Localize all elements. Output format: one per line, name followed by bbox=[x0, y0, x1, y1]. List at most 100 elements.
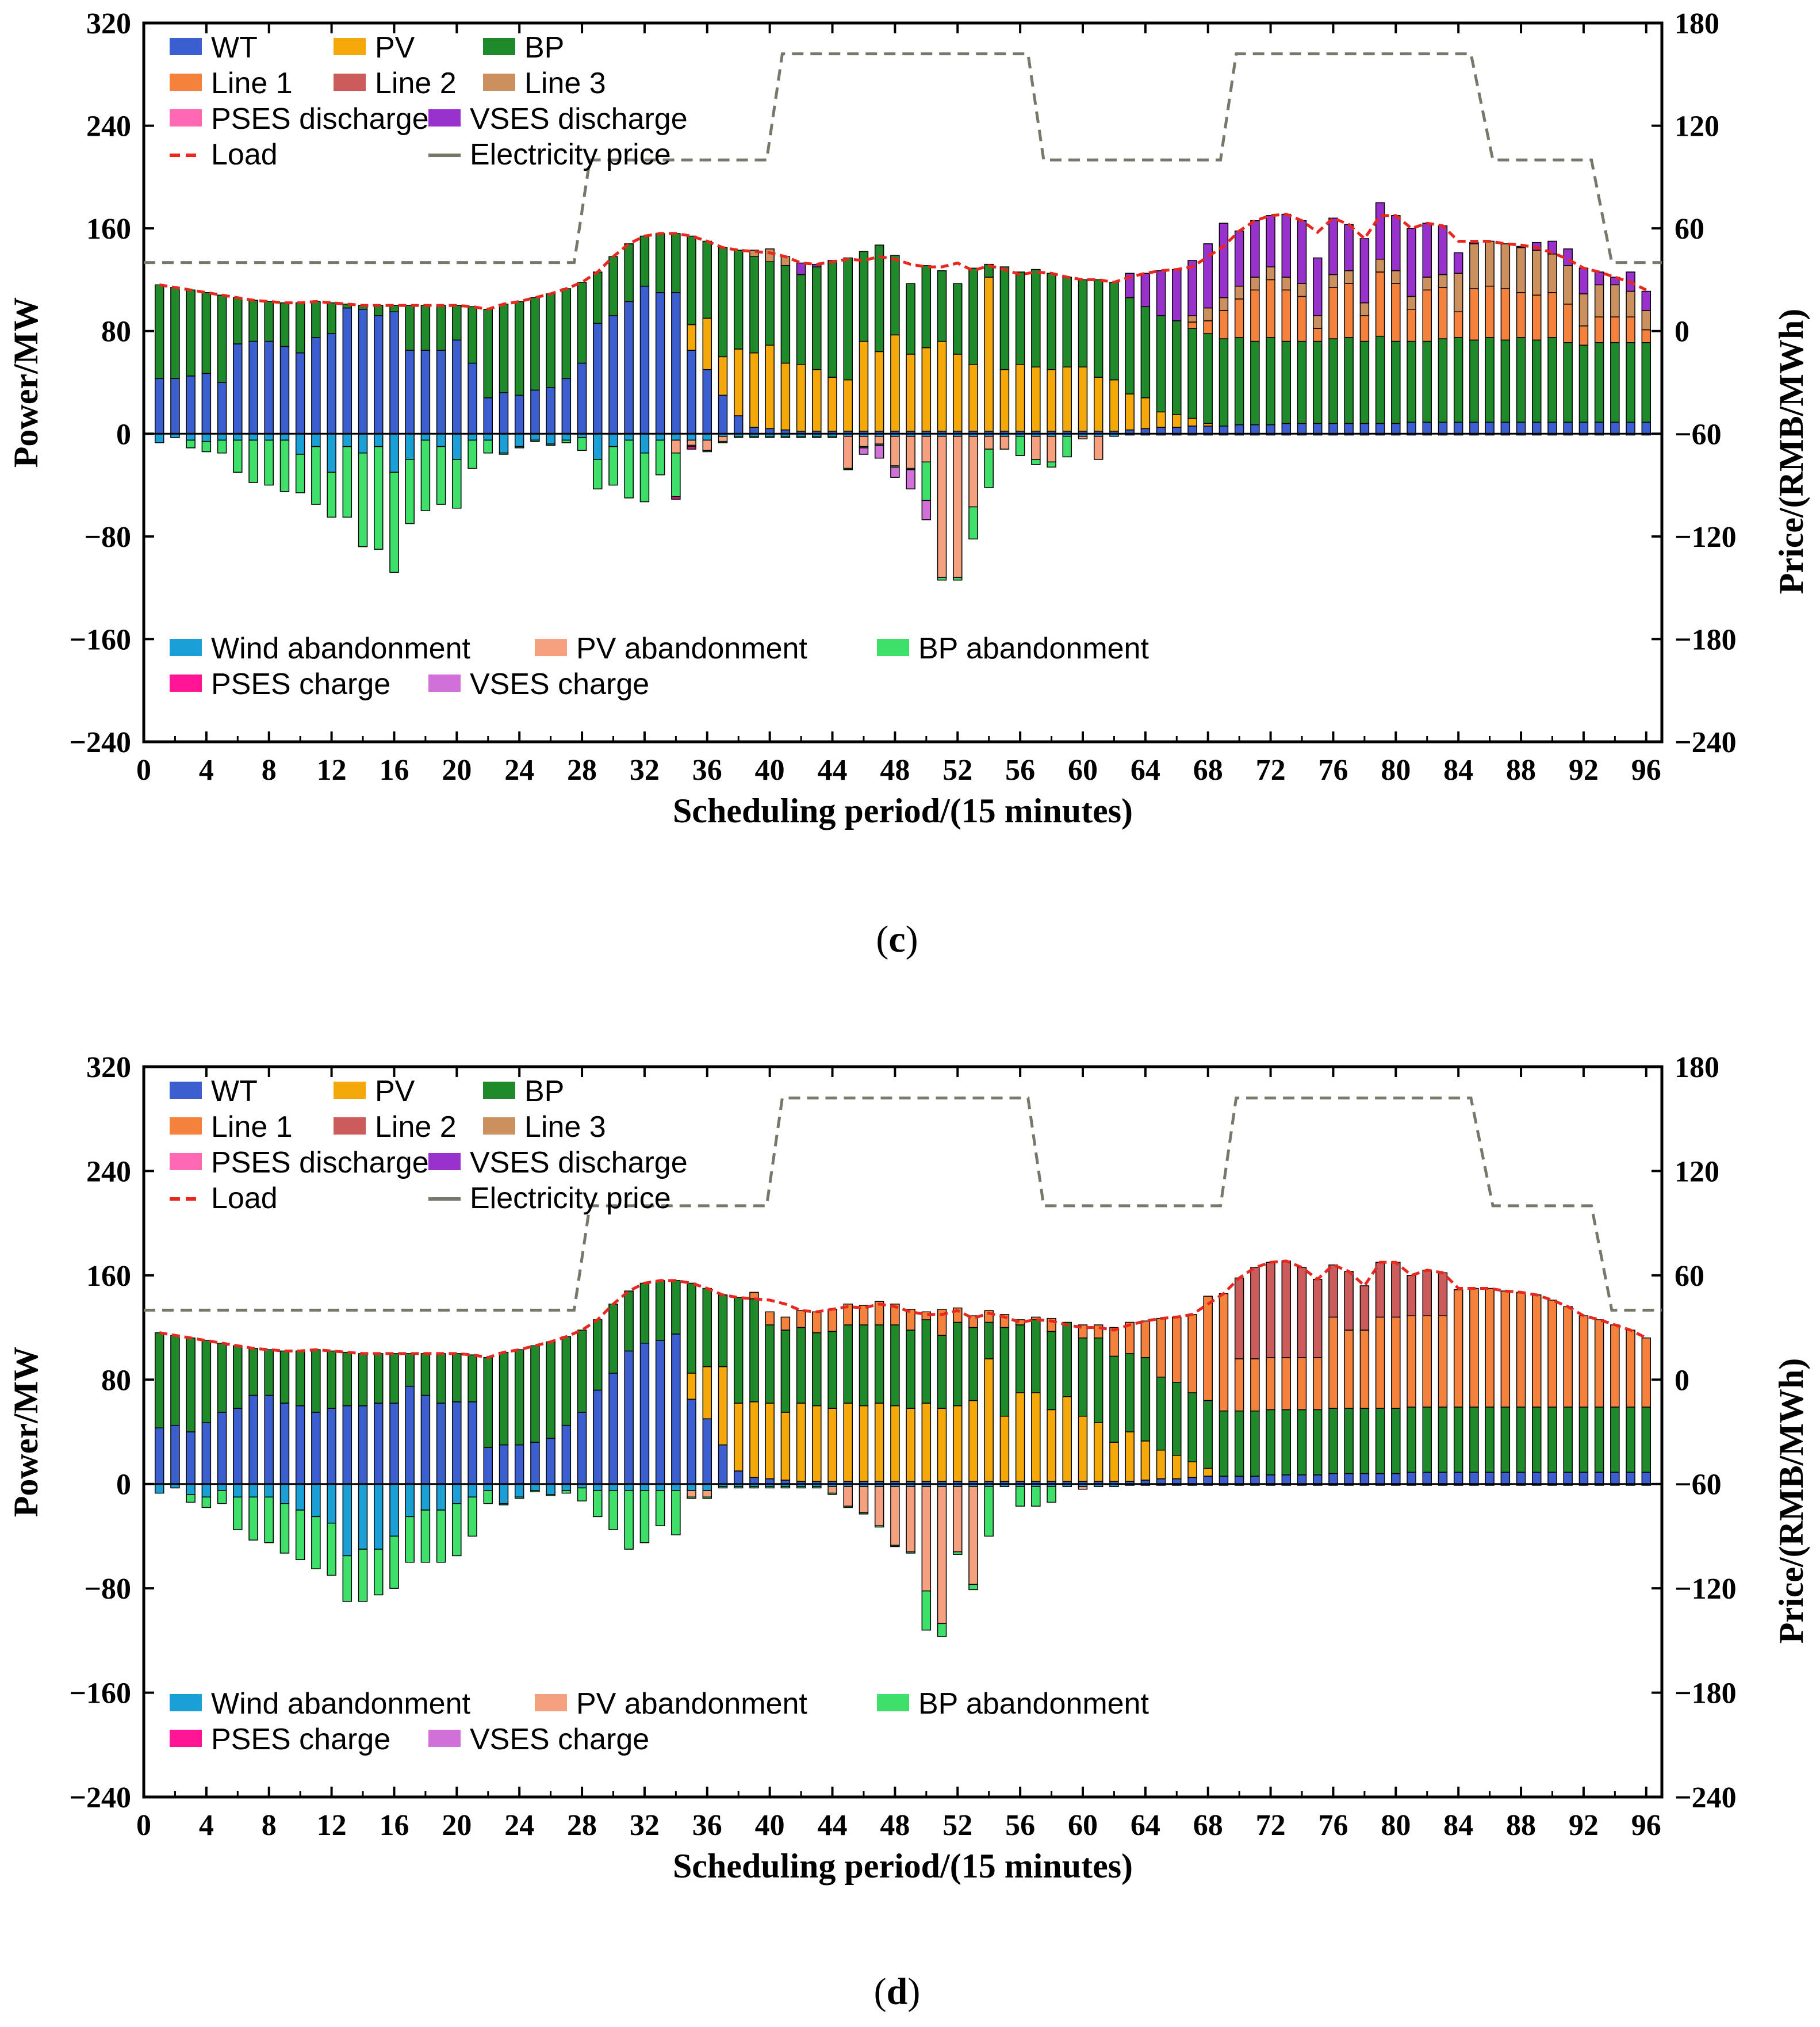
bar-wt bbox=[295, 1405, 305, 1485]
bar-line-3 bbox=[1516, 247, 1526, 293]
bar-line-1 bbox=[1438, 1315, 1448, 1408]
bar-line-3 bbox=[1344, 270, 1354, 284]
bar-wt bbox=[154, 1427, 164, 1485]
bar-wt bbox=[295, 352, 305, 435]
bar-line-2 bbox=[1281, 1260, 1292, 1358]
bar-line-1 bbox=[1344, 283, 1354, 338]
bar-bp bbox=[1344, 337, 1354, 424]
x-tick-label: 92 bbox=[1569, 754, 1599, 787]
chart-panel-d: 0 4 8 12 16 20 24 28 32 36 40 44 48 52 56 60 64 68 72 76 80 8… bbox=[7, 1051, 1810, 2013]
bar-bp bbox=[953, 1321, 963, 1407]
legend-swatch-wt bbox=[170, 1082, 202, 1099]
bar-wind-abandonment bbox=[420, 1483, 431, 1511]
bar-vses-discharge bbox=[1125, 273, 1135, 298]
legend-label: PSES charge bbox=[211, 668, 390, 701]
bar-wt bbox=[1594, 422, 1604, 435]
bar-bp bbox=[796, 274, 806, 365]
bar-wt bbox=[1453, 1472, 1463, 1485]
bar-vses-discharge bbox=[1203, 243, 1213, 309]
bar-bp-abandonment bbox=[937, 1623, 947, 1637]
legend-swatch-pses-discharge bbox=[170, 1153, 202, 1170]
x-tick-label: 0 bbox=[136, 754, 151, 787]
bar-wind-abandonment bbox=[358, 433, 368, 454]
bar-line-3 bbox=[1563, 265, 1573, 305]
bar-bp-abandonment bbox=[561, 439, 572, 443]
y2-tick-label: −180 bbox=[1675, 1677, 1737, 1710]
bar-line-1 bbox=[1344, 1329, 1354, 1409]
bar-wt bbox=[546, 1438, 555, 1485]
x-tick-label: 52 bbox=[942, 1809, 972, 1842]
y-tick-label: 0 bbox=[116, 418, 131, 451]
legend-label: Line 1 bbox=[211, 67, 293, 100]
x-tick-label: 64 bbox=[1131, 1809, 1160, 1842]
bar-bp bbox=[1156, 1377, 1166, 1451]
bar-pv bbox=[984, 1358, 994, 1482]
bar-bp-abandonment bbox=[436, 1509, 446, 1563]
bar-bp bbox=[1328, 338, 1338, 424]
bar-bp-abandonment bbox=[389, 472, 399, 573]
bar-wt bbox=[1594, 1472, 1604, 1485]
bar-vses-discharge bbox=[1156, 270, 1166, 316]
x-axis-title: Scheduling period/(15 minutes) bbox=[673, 1847, 1133, 1885]
legend-label: BP bbox=[524, 31, 564, 64]
bar-wt bbox=[687, 1398, 696, 1485]
x-tick-label: 88 bbox=[1506, 754, 1536, 787]
legend-label: Wind abandonment bbox=[211, 1687, 471, 1721]
legend-bottom: Wind abandonment PV abandonment BP abandon… bbox=[170, 1687, 1149, 1756]
chart-panel-c: 0 4 8 12 16 20 24 28 32 36 40 44 48 52 56 60 64 68 72 76 80 8… bbox=[7, 7, 1810, 960]
bar-vses-charge bbox=[906, 469, 915, 490]
bar-bp bbox=[1093, 1337, 1104, 1423]
bar-wt bbox=[1626, 422, 1635, 435]
panel-label-close: ) bbox=[907, 1971, 920, 2013]
bar-line-1 bbox=[1594, 1319, 1604, 1408]
bar-bp bbox=[295, 302, 305, 354]
x-tick-label: 8 bbox=[262, 1809, 277, 1842]
bar-wt bbox=[342, 307, 352, 435]
bar-pv bbox=[1156, 1450, 1166, 1480]
bar-bp bbox=[984, 1321, 994, 1359]
bar-bp bbox=[749, 1298, 759, 1403]
legend-swatch-pv-abandonment bbox=[535, 1694, 567, 1711]
bar-wt bbox=[436, 350, 446, 435]
bar-vses-discharge bbox=[1375, 202, 1385, 260]
legend-swatch-pv-abandonment bbox=[535, 639, 567, 656]
bar-wt bbox=[358, 1405, 368, 1485]
bar-bp bbox=[1125, 1353, 1135, 1432]
bar-line-1 bbox=[1156, 1317, 1166, 1378]
bar-bp-abandonment bbox=[311, 446, 321, 505]
legend-label: Wind abandonment bbox=[211, 632, 471, 665]
bar-wt bbox=[311, 1412, 321, 1485]
bar-bp-abandonment bbox=[499, 453, 509, 455]
bar-vses-charge bbox=[890, 466, 900, 478]
bar-line-1 bbox=[1219, 310, 1229, 339]
bar-wt bbox=[1641, 422, 1652, 435]
bar-bp-abandonment bbox=[733, 436, 744, 438]
bar-line-1 bbox=[968, 1315, 978, 1328]
bar-bp bbox=[906, 283, 915, 355]
bar-bp bbox=[921, 1319, 932, 1404]
bar-bp-abandonment bbox=[577, 1487, 587, 1501]
bar-wind-abandonment bbox=[561, 1483, 572, 1491]
bar-wind-abandonment bbox=[624, 1483, 634, 1491]
bar-bp bbox=[358, 1353, 368, 1407]
bar-line-3 bbox=[1297, 283, 1307, 297]
legend-swatch-pses-charge bbox=[170, 1730, 202, 1747]
x-tick-label: 52 bbox=[942, 754, 972, 787]
bar-line-1 bbox=[1266, 1357, 1275, 1411]
bar-wt bbox=[499, 392, 509, 435]
bar-bp bbox=[499, 304, 509, 393]
bar-bp bbox=[436, 1353, 446, 1404]
bar-wt bbox=[1485, 422, 1495, 435]
bar-bp bbox=[1610, 1407, 1620, 1473]
load-line bbox=[159, 1259, 1647, 1359]
legend-label: BP abandonment bbox=[918, 632, 1149, 665]
y2-axis-title: Price/(RMB/MWh) bbox=[1772, 309, 1810, 595]
bar-pv bbox=[843, 379, 853, 432]
bar-wind-abandonment bbox=[233, 433, 243, 441]
x-tick-label: 20 bbox=[442, 1809, 472, 1842]
bar-bp-abandonment bbox=[1015, 436, 1025, 456]
bar-line-1 bbox=[937, 1309, 947, 1336]
bar-bp-abandonment bbox=[968, 1584, 978, 1591]
bar-wt bbox=[1438, 422, 1448, 435]
x-tick-label: 68 bbox=[1193, 754, 1223, 787]
